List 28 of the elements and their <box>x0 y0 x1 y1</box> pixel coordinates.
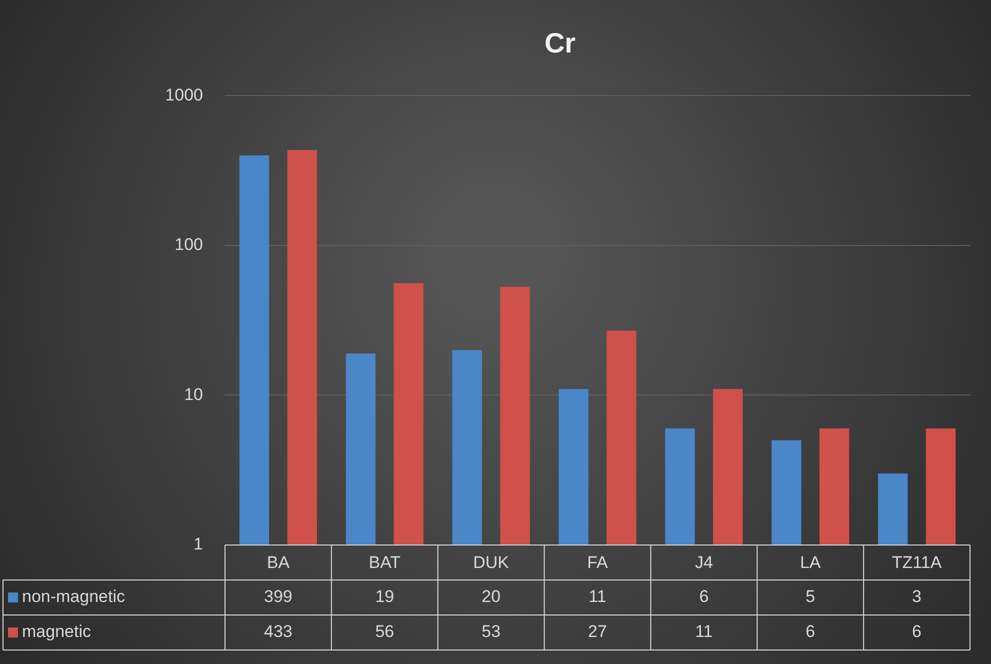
x-tick-label: J4 <box>694 552 713 572</box>
x-tick-label: BA <box>266 552 290 572</box>
y-tick-label: 100 <box>174 235 203 254</box>
data-label: 27 <box>588 622 607 642</box>
legend-label: non-magnetic <box>22 587 126 606</box>
x-tick-label: BAT <box>368 552 401 572</box>
data-label: 433 <box>264 622 292 642</box>
x-tick-label: FA <box>587 552 609 572</box>
data-label: 399 <box>264 587 292 606</box>
data-label: 19 <box>375 587 394 606</box>
legend-label: magnetic <box>22 622 92 642</box>
data-label: 3 <box>912 587 922 606</box>
data-label: 20 <box>482 587 501 606</box>
x-tick-label: TZ11A <box>892 552 942 572</box>
y-tick-label: 1 <box>194 534 203 554</box>
data-label: 6 <box>806 622 816 642</box>
y-tick-label: 10 <box>184 384 203 404</box>
x-tick-label: LA <box>800 552 822 572</box>
data-label: 11 <box>695 622 713 642</box>
chart-title: Cr <box>544 28 576 59</box>
x-tick-label: DUK <box>473 552 510 572</box>
data-label: 6 <box>912 622 922 642</box>
data-label: 56 <box>375 622 394 642</box>
y-tick-label: 1000 <box>165 85 203 104</box>
data-label: 53 <box>482 622 501 642</box>
data-label: 5 <box>806 587 816 606</box>
data-label: 11 <box>588 587 606 606</box>
data-label: 6 <box>699 587 709 606</box>
